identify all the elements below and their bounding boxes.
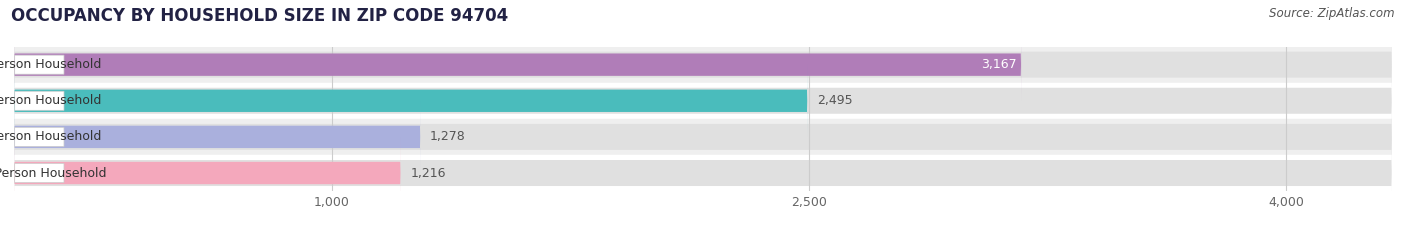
FancyBboxPatch shape (14, 127, 65, 146)
FancyBboxPatch shape (14, 66, 1392, 136)
Text: 1-Person Household: 1-Person Household (0, 58, 101, 71)
FancyBboxPatch shape (14, 164, 65, 182)
FancyBboxPatch shape (14, 102, 1392, 172)
Bar (14, 155, 1392, 191)
Bar (14, 47, 1392, 83)
Bar (14, 119, 1392, 155)
Text: 3,167: 3,167 (981, 58, 1017, 71)
Bar (14, 83, 1392, 119)
Text: Source: ZipAtlas.com: Source: ZipAtlas.com (1270, 7, 1395, 20)
FancyBboxPatch shape (14, 28, 1021, 102)
Text: 2-Person Household: 2-Person Household (0, 94, 101, 107)
Text: 2,495: 2,495 (817, 94, 852, 107)
FancyBboxPatch shape (14, 55, 65, 74)
FancyBboxPatch shape (14, 136, 401, 210)
Text: 1,216: 1,216 (411, 167, 446, 179)
FancyBboxPatch shape (14, 100, 420, 174)
FancyBboxPatch shape (14, 64, 807, 138)
FancyBboxPatch shape (14, 30, 1392, 100)
Text: 4+ Person Household: 4+ Person Household (0, 167, 107, 179)
FancyBboxPatch shape (14, 138, 1392, 208)
Text: OCCUPANCY BY HOUSEHOLD SIZE IN ZIP CODE 94704: OCCUPANCY BY HOUSEHOLD SIZE IN ZIP CODE … (11, 7, 509, 25)
Text: 1,278: 1,278 (430, 130, 465, 143)
Text: 3-Person Household: 3-Person Household (0, 130, 101, 143)
FancyBboxPatch shape (14, 91, 65, 110)
